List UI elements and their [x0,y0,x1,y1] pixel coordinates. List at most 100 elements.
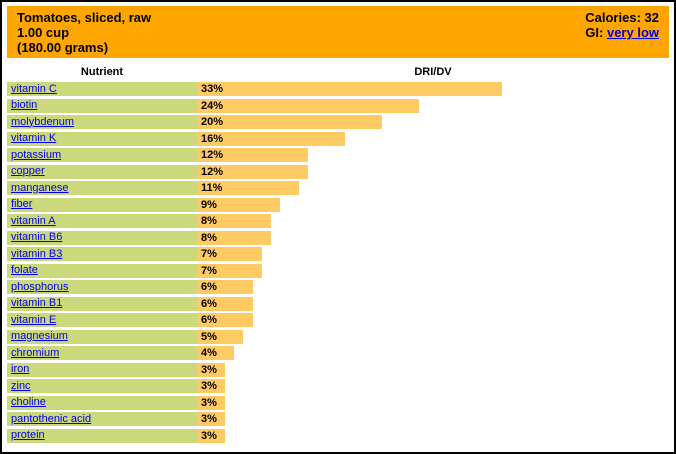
nutrient-name-cell: vitamin A [7,214,197,228]
nutrient-row: folate 7% [7,263,669,278]
nutrient-link[interactable]: choline [11,396,46,408]
gi-label: GI: [585,25,604,40]
nutrient-name-cell: manganese [7,181,197,195]
dri-bar: 12% [197,164,309,179]
nutrient-name-cell: iron [7,362,197,377]
dri-bar-cell: 7% [197,247,669,261]
dri-bar-cell: 11% [197,181,669,195]
nutrient-link[interactable]: fiber [11,198,33,210]
dri-percent-label: 11% [201,182,223,194]
nutrient-link[interactable]: vitamin K [11,132,57,144]
dri-bar-cell: 3% [197,428,669,443]
nutrient-row: fiber 9% [7,197,669,212]
nutrient-link[interactable]: vitamin B1 [11,297,63,309]
table-column-headers: Nutrient DRI/DV [7,63,669,80]
nutrient-link[interactable]: protein [11,429,45,441]
dri-bar: 24% [197,98,420,113]
nutrient-row: phosphorus 6% [7,280,669,294]
nutrient-row: vitamin A 8% [7,214,669,228]
nutrient-row: potassium 12% [7,148,669,162]
nutrient-link[interactable]: vitamin A [11,214,56,227]
dri-bar: 3% [197,412,225,426]
nutrient-name-cell: pantothenic acid [7,412,197,426]
nutrient-row: molybdenum 20% [7,115,669,129]
dri-bar-cell: 6% [197,296,669,311]
dri-bar-cell: 4% [197,346,669,360]
nutrient-name-cell: vitamin B6 [7,230,197,245]
dri-bar-cell: 12% [197,164,669,179]
nutrient-link[interactable]: iron [11,363,30,375]
dri-bar-cell: 12% [197,148,669,162]
dri-bar-cell: 6% [197,280,669,294]
dri-bar: 5% [197,329,244,344]
dri-percent-label: 3% [201,396,217,409]
dri-bar-cell: 3% [197,362,669,377]
dri-percent-label: 24% [201,99,224,112]
dri-bar: 6% [197,296,253,311]
nutrient-row: vitamin B1 6% [7,296,669,311]
calories-line: Calories: 32 [585,10,659,25]
dri-bar: 6% [197,280,253,294]
dri-percent-label: 3% [201,429,217,442]
nutrient-table: vitamin C 33% biotin 24% molybdenum 20% [7,82,669,443]
dri-percent-label: 12% [201,165,224,178]
dri-percent-label: 8% [201,215,217,227]
dri-bar: 3% [197,428,225,443]
food-name: Tomatoes, sliced, raw [17,10,152,25]
dri-percent-label: 4% [201,347,217,359]
dri-bar: 8% [197,230,272,245]
nutrient-name-cell: protein [7,428,197,443]
nutrient-name-cell: phosphorus [7,280,197,294]
nutrient-row: choline 3% [7,395,669,410]
dri-bar: 7% [197,263,262,278]
dri-percent-label: 9% [201,198,217,211]
nutrient-link[interactable]: folate [11,264,38,276]
nutrient-link[interactable]: potassium [11,148,62,161]
dri-percent-label: 20% [201,116,224,128]
calories-label: Calories: [585,10,641,25]
dri-percent-label: 12% [201,149,224,161]
nutrient-link[interactable]: copper [11,165,45,177]
nutrient-link[interactable]: vitamin C [11,82,57,95]
dri-bar: 12% [197,148,309,162]
nutrient-link[interactable]: vitamin B3 [11,247,63,260]
nutrient-link[interactable]: manganese [11,181,69,194]
nutrient-link[interactable]: molybdenum [11,115,74,128]
nutrient-link[interactable]: chromium [11,346,60,359]
dri-bar-cell: 9% [197,197,669,212]
dri-bar-cell: 33% [197,82,669,96]
nutrient-link[interactable]: vitamin E [11,313,57,326]
nutrient-name-cell: chromium [7,346,197,360]
nutrient-name-cell: fiber [7,197,197,212]
nutrient-row: vitamin C 33% [7,82,669,96]
dri-percent-label: 16% [201,132,224,145]
dri-bar-cell: 8% [197,214,669,228]
dri-percent-label: 7% [201,248,217,260]
dri-percent-label: 3% [201,363,217,376]
nutrient-row: biotin 24% [7,98,669,113]
nutrient-name-cell: folate [7,263,197,278]
dri-bar: 3% [197,379,225,393]
nutrient-link[interactable]: vitamin B6 [11,231,63,243]
dri-percent-label: 3% [201,413,217,425]
dri-bar: 3% [197,362,225,377]
nutrient-link[interactable]: biotin [11,99,38,111]
serving-grams: (180.00 grams) [17,40,109,55]
gi-link[interactable]: very low [606,25,659,40]
nutrient-row: pantothenic acid 3% [7,412,669,426]
nutrient-link[interactable]: pantothenic acid [11,412,92,425]
dri-bar: 6% [197,313,253,327]
nutrient-link[interactable]: phosphorus [11,280,69,293]
dri-bar-cell: 20% [197,115,669,129]
nutrient-link[interactable]: magnesium [11,330,68,342]
dri-bar: 33% [197,82,503,96]
dri-bar: 11% [197,181,299,195]
dri-percent-label: 6% [201,314,217,326]
dri-percent-label: 6% [201,297,217,310]
dri-bar-cell: 3% [197,395,669,410]
nutrient-name-cell: vitamin B3 [7,247,197,261]
nutrient-link[interactable]: zinc [11,379,31,392]
nutrient-name-cell: zinc [7,379,197,393]
dri-bar-cell: 24% [197,98,669,113]
